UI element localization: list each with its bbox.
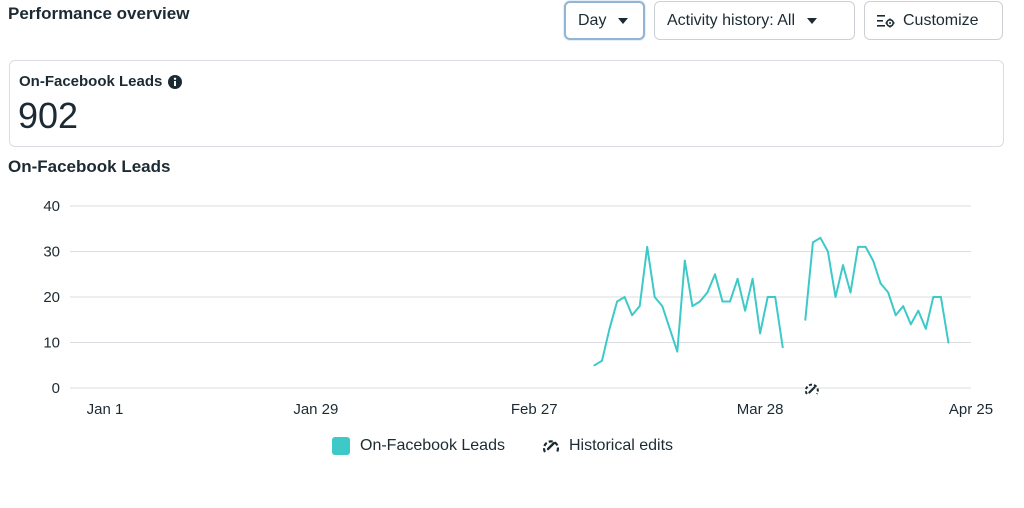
data-point [699,300,701,303]
summary-card-label-row: On-Facebook Leads [19,73,183,90]
data-point [894,314,897,317]
data-point [631,314,634,317]
legend-swatch [332,437,350,455]
x-tick-label: Mar 28 [737,401,784,418]
data-point [759,332,762,335]
data-point [766,296,769,298]
data-point [751,277,754,280]
y-tick-label: 10 [43,335,60,352]
leads-line-chart: 0 10 20 30 40 Jan 1 Jan 29 Feb 27 Mar 28 Apr 25 [43,198,993,418]
data-point [872,259,875,262]
data-point [714,273,716,276]
chevron-down-icon [807,17,818,24]
data-point [668,327,671,330]
page-title: Performance overview [8,4,190,23]
data-point [736,277,739,280]
data-point [721,300,724,303]
customize-button[interactable]: Customize [864,1,1003,40]
legend-item-historical-edits[interactable]: Historical edits [541,436,673,456]
legend-label-leads: On-Facebook Leads [360,437,505,454]
customize-columns-icon [877,13,895,29]
data-point [902,305,905,307]
data-point [849,291,852,294]
data-point [811,241,814,244]
data-point [781,346,784,348]
data-point [842,264,844,267]
data-point [691,305,694,307]
activity-button-label: Activity history: All [667,11,796,29]
data-point [819,236,822,239]
data-point [827,250,829,253]
y-tick-label: 20 [43,289,60,306]
data-point [661,305,664,307]
customize-button-label: Customize [903,11,979,29]
day-button-label: Day [578,11,607,29]
data-point [653,296,656,298]
data-point [593,364,596,367]
summary-card: On-Facebook Leads 902 [9,60,1004,147]
chart-title: On-Facebook Leads [8,157,171,176]
data-point [623,296,626,298]
data-point [887,291,890,294]
x-tick-label: Jan 29 [293,401,338,418]
data-point [947,341,950,344]
data-point [744,309,746,312]
legend-item-leads[interactable]: On-Facebook Leads [332,437,505,455]
summary-card-label: On-Facebook Leads [19,73,163,90]
y-tick-label: 40 [43,198,60,215]
series-line-segment-1 [593,245,784,367]
data-point [729,300,731,303]
info-icon[interactable] [168,74,183,89]
day-dropdown-button[interactable]: Day [564,1,645,40]
data-point [804,318,807,321]
y-tick-label: 30 [43,244,60,261]
data-point [834,296,837,298]
x-tick-label: Jan 1 [87,401,124,418]
activity-history-dropdown-button[interactable]: Activity history: All [654,1,855,40]
data-point [676,350,679,353]
series-line-segment-2 [804,236,950,344]
data-point [864,246,867,248]
toolbar: Day Activity history: All Customize [564,1,1003,40]
data-point [939,296,942,298]
data-point [924,327,927,330]
data-point [608,327,611,330]
data-point [917,309,920,312]
data-point [932,296,935,298]
chevron-down-icon [618,17,629,24]
x-tick-label: Feb 27 [511,401,558,418]
historical-edit-marker[interactable] [804,383,819,395]
historical-edits-icon [541,436,561,456]
x-tick-label: Apr 25 [949,401,993,418]
data-point [706,291,709,294]
data-point [879,282,882,285]
data-point [601,359,603,362]
chart-legend: On-Facebook Leads Historical edits [332,436,673,456]
data-point [909,323,912,326]
data-point [683,259,686,262]
data-point [857,246,859,248]
data-point [646,246,649,248]
data-point [774,296,777,298]
legend-label-historical-edits: Historical edits [568,437,674,454]
y-tick-label: 0 [52,380,60,397]
summary-card-value: 902 [18,95,79,136]
data-point [616,300,618,303]
data-point [638,305,641,307]
